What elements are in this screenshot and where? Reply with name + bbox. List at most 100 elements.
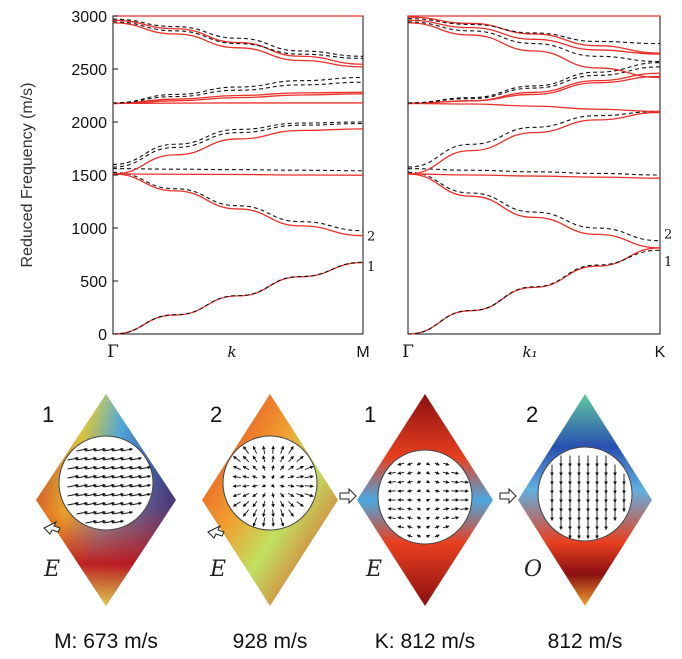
displacement-arrow — [426, 470, 431, 475]
series-line-solid — [112, 91, 364, 105]
displacement-arrow — [112, 447, 125, 452]
displacement-arrow — [451, 507, 460, 511]
displacement-arrow — [262, 492, 266, 498]
displacement-arrow — [67, 492, 80, 497]
displacement-arrow — [271, 509, 275, 518]
displacement-arrow — [67, 483, 80, 488]
y-tick-label: 0 — [98, 327, 107, 344]
displacement-arrow — [288, 445, 294, 454]
displacement-arrow — [121, 447, 134, 452]
displacement-arrow — [434, 462, 440, 466]
series-line-dashed — [407, 249, 661, 335]
displacement-arrow — [139, 483, 152, 488]
displacement-arrow — [232, 484, 241, 488]
displacement-arrow — [426, 479, 431, 484]
displacement-arrow — [271, 517, 275, 527]
series-line-dashed — [407, 62, 661, 104]
hollow-arrow-icon — [207, 524, 225, 539]
displacement-arrow — [416, 507, 422, 512]
displacement-arrow — [242, 509, 250, 517]
displacement-arrow — [426, 525, 431, 530]
mode-panels: 1 E M: 673 m/s 2 E 928 m/s 1 E K: 812 m/… — [36, 394, 652, 653]
displacement-arrow — [416, 479, 422, 484]
displacement-arrow — [261, 483, 266, 488]
displacement-arrow — [94, 474, 107, 479]
band-labels: 12 — [367, 229, 375, 275]
displacement-arrow — [296, 455, 304, 463]
y-tick-label: 500 — [80, 274, 107, 291]
series-line-dashed — [407, 171, 661, 242]
displacement-arrow — [85, 474, 98, 479]
displacement-arrow — [271, 492, 275, 498]
mode-caption: 812 m/s — [548, 630, 623, 653]
displacement-arrow — [426, 461, 431, 466]
displacement-arrow — [112, 501, 125, 506]
displacement-arrow — [85, 447, 98, 452]
displacement-arrow — [112, 456, 125, 461]
displacement-arrow — [76, 483, 89, 488]
series-line-dashed — [112, 18, 364, 57]
displacement-arrow — [296, 493, 305, 497]
displacement-arrow — [304, 465, 314, 471]
displacement-field — [550, 455, 626, 540]
series-line-dashed — [407, 21, 661, 63]
displacement-arrow — [416, 488, 421, 493]
displacement-arrow — [280, 500, 284, 508]
displacement-arrow — [103, 492, 116, 497]
displacement-arrow — [434, 534, 440, 538]
displacement-arrow — [443, 489, 450, 493]
displacement-arrow — [304, 484, 314, 488]
displacement-arrow — [387, 480, 396, 484]
displacement-arrow — [434, 471, 440, 475]
mode-caption: 928 m/s — [233, 630, 308, 653]
displacement-arrow — [397, 525, 405, 529]
displacement-arrow — [139, 465, 152, 470]
displacement-arrow — [271, 500, 275, 508]
displacement-arrow — [76, 492, 89, 497]
displacement-arrow — [397, 471, 405, 475]
series-line-solid — [407, 102, 661, 113]
displacement-arrow — [76, 474, 89, 479]
displacement-arrow — [130, 501, 143, 506]
series-line-dashed — [112, 171, 364, 232]
displacement-arrow — [434, 507, 440, 511]
displacement-arrow — [121, 474, 134, 479]
displacement-arrow — [288, 455, 294, 463]
x-tick-label-k: K — [655, 344, 666, 361]
displacement-arrow — [426, 507, 431, 512]
displacement-arrow — [416, 498, 421, 503]
y-axis-label: Reduced Frequency (m/s) — [19, 83, 36, 268]
displacement-arrow — [442, 480, 450, 484]
series-line-dashed — [112, 21, 364, 59]
series-line-solid — [407, 247, 661, 335]
series-group — [112, 15, 364, 335]
displacement-arrow — [243, 445, 249, 454]
displacement-arrow — [252, 509, 258, 518]
displacement-arrow — [130, 483, 143, 488]
displacement-arrow — [262, 509, 266, 518]
displacement-arrow — [287, 493, 295, 497]
displacement-arrow — [232, 456, 241, 462]
displacement-arrow — [76, 447, 89, 452]
displacement-arrow — [288, 465, 295, 471]
displacement-arrow — [103, 447, 116, 452]
displacement-arrow — [262, 464, 266, 471]
mode-number: 2 — [210, 402, 222, 427]
series-line-solid — [407, 22, 661, 79]
displacement-arrow — [67, 501, 80, 506]
displacement-arrow — [94, 492, 107, 497]
displacement-arrow — [406, 480, 413, 484]
displacement-arrow — [442, 525, 450, 529]
displacement-arrow — [112, 465, 125, 470]
displacement-arrow — [130, 465, 143, 470]
displacement-arrow — [121, 456, 134, 461]
displacement-arrow — [94, 465, 107, 470]
displacement-arrow — [262, 455, 266, 463]
series-line-solid — [112, 173, 364, 237]
displacement-arrow — [288, 501, 294, 507]
displacement-arrow — [271, 464, 275, 471]
series-line-solid — [112, 22, 364, 68]
x-tick-label-m: M — [356, 344, 369, 361]
displacement-arrow — [76, 510, 89, 515]
displacement-arrow — [262, 500, 266, 508]
